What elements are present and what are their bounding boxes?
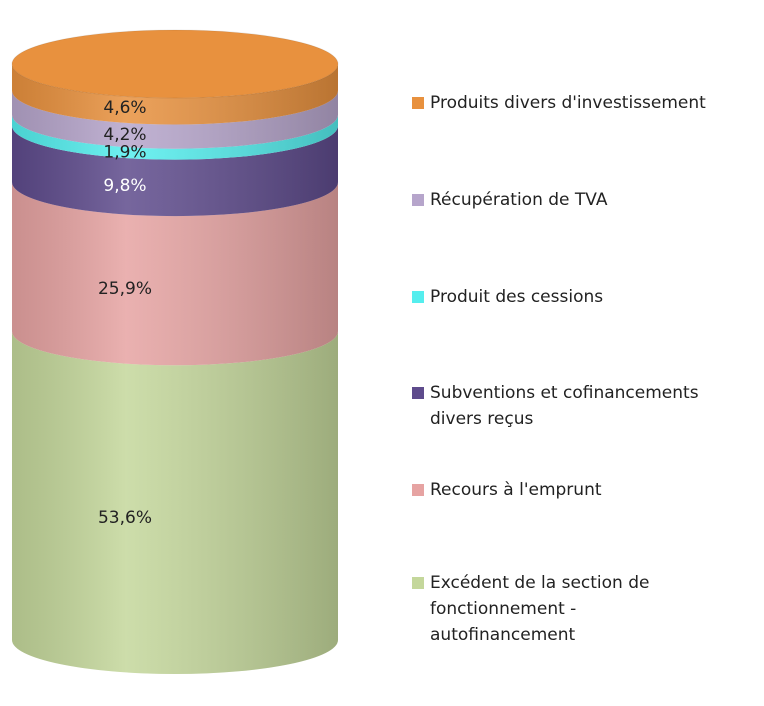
chart: 53,6% 25,9% 9,8% 1,9%4,2% 4,6%: [11, 29, 339, 674]
legend-swatch: [412, 97, 424, 109]
legend-label: Récupération de TVA: [430, 190, 608, 210]
legend-entry: Récupération de TVA: [412, 187, 752, 213]
shading: [12, 331, 338, 674]
legend-label: Recours à l'emprunt: [430, 480, 602, 500]
value-label: 9,8%: [103, 176, 146, 196]
value-label: 25,9%: [98, 279, 152, 299]
legend-swatch: [412, 194, 424, 206]
legend-swatch: [412, 291, 424, 303]
shading: [12, 182, 338, 366]
shading: [12, 64, 338, 125]
cylinder-top: [11, 29, 339, 99]
legend-entry: Produits divers d'investissement: [412, 90, 752, 116]
legend-entry: Produit des cessions: [412, 284, 752, 310]
value-label: 53,6%: [98, 508, 152, 528]
shading: [12, 114, 338, 160]
legend-swatch: [412, 387, 424, 399]
legend-swatch: [412, 484, 424, 496]
legend-label: Produits divers d'investissement: [430, 93, 706, 113]
value-label: 4,6%: [103, 98, 146, 118]
legend-label: Excédent de la section de fonctionnement…: [430, 573, 650, 645]
legend-entry: Excédent de la section de fonctionnement…: [412, 570, 752, 648]
shading: [12, 90, 338, 149]
legend-entry: Subventions et cofinancements divers reç…: [412, 380, 752, 432]
legend-entry: Recours à l'emprunt: [412, 477, 752, 503]
legend-swatch: [412, 577, 424, 589]
value-label: 1,9%: [103, 142, 146, 162]
value-label: 4,2%: [103, 125, 146, 145]
legend-label: Subventions et cofinancements divers reç…: [430, 383, 699, 429]
legend-label: Produit des cessions: [430, 287, 604, 307]
shading: [12, 125, 338, 217]
